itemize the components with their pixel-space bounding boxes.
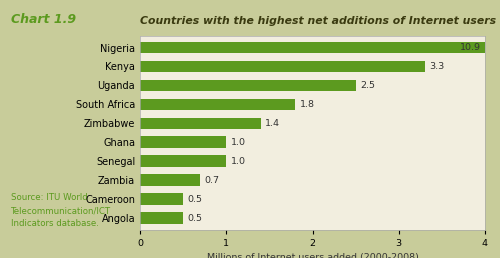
Text: 1.8: 1.8 <box>300 100 314 109</box>
Bar <box>140 212 183 224</box>
Text: Source: ITU World
Telecommunication/ICT
Indicators database.: Source: ITU World Telecommunication/ICT … <box>10 194 110 228</box>
Text: 0.7: 0.7 <box>204 176 220 185</box>
Text: Chart 1.9: Chart 1.9 <box>10 13 76 26</box>
Text: 1.4: 1.4 <box>265 119 280 128</box>
Bar <box>140 174 200 186</box>
Bar <box>140 155 226 167</box>
X-axis label: Millions of Internet users added (2000-2008): Millions of Internet users added (2000-2… <box>206 253 418 258</box>
Text: 3.3: 3.3 <box>429 62 444 71</box>
Bar <box>140 79 356 91</box>
Bar <box>140 117 261 129</box>
Text: 1.0: 1.0 <box>230 138 246 147</box>
Text: 0.5: 0.5 <box>188 214 202 223</box>
Text: 1.0: 1.0 <box>230 157 246 166</box>
Text: 2.5: 2.5 <box>360 81 375 90</box>
Bar <box>140 99 295 110</box>
Bar <box>140 194 183 205</box>
Text: 10.9: 10.9 <box>460 43 480 52</box>
Text: Countries with the highest net additions of Internet users in Africa, 2000-2008: Countries with the highest net additions… <box>140 16 500 26</box>
Bar <box>140 42 485 53</box>
Bar <box>140 136 226 148</box>
Bar <box>140 61 424 72</box>
Text: 0.5: 0.5 <box>188 195 202 204</box>
